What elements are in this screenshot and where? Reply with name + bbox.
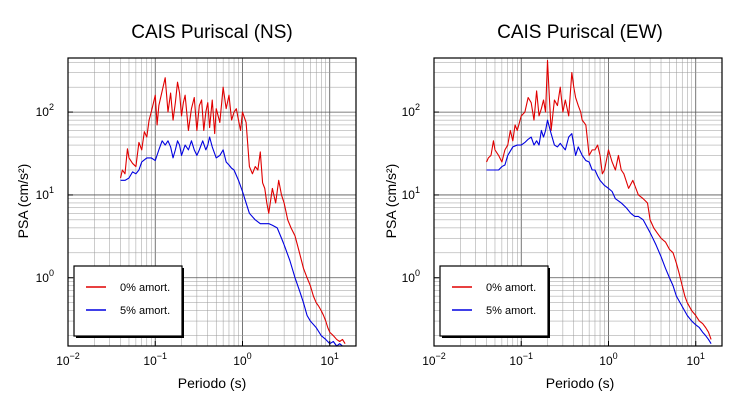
legend: 0% amort. 5% amort. <box>73 265 184 338</box>
series-line <box>120 136 346 347</box>
y-axis-label: PSA (cm/s²) <box>383 164 399 239</box>
legend-label: 5% amort. <box>120 305 170 317</box>
legend-label: 0% amort. <box>120 282 170 294</box>
x-tick-label: 10−1 <box>509 351 533 368</box>
grid-lines <box>67 58 357 346</box>
legend-label: 0% amort. <box>486 282 536 294</box>
y-tick-label: 102 <box>36 102 54 119</box>
x-tick-label: 101 <box>687 351 705 368</box>
y-axis-label: PSA (cm/s²) <box>15 164 31 239</box>
y-tick-label: 101 <box>36 185 54 202</box>
x-axis-label: Periodo (s) <box>546 375 614 391</box>
x-tick-label: 10−1 <box>143 351 167 368</box>
series-line <box>486 119 712 344</box>
series-line <box>119 77 346 344</box>
series-line <box>486 59 712 340</box>
plot-frame <box>67 57 357 347</box>
y-tick-label: 100 <box>36 268 54 285</box>
y-tick-label: 101 <box>402 185 420 202</box>
x-tick-label: 10−2 <box>56 351 80 368</box>
chart-panel-ew: CAIS Puriscal (EW) Periodo (s) PSA (cm/s… <box>383 22 723 391</box>
x-tick-label: 101 <box>321 351 339 368</box>
legend-label: 5% amort. <box>486 305 536 317</box>
legend: 0% amort. 5% amort. <box>439 265 550 338</box>
y-tick-label: 100 <box>402 268 420 285</box>
plot-frame <box>433 57 723 347</box>
x-tick-label: 10−2 <box>422 351 446 368</box>
series-layer <box>486 59 712 344</box>
chart-title: CAIS Puriscal (EW) <box>497 22 663 43</box>
legend-box <box>439 265 549 337</box>
chart-panel-ns: CAIS Puriscal (NS) Periodo (s) PSA (cm/s… <box>15 22 357 391</box>
x-tick-label: 100 <box>233 351 251 368</box>
legend-box <box>73 265 183 337</box>
y-tick-label: 102 <box>402 102 420 119</box>
series-layer <box>119 77 346 347</box>
chart-title: CAIS Puriscal (NS) <box>131 22 293 43</box>
x-axis-label: Periodo (s) <box>178 375 246 391</box>
x-tick-label: 100 <box>599 351 617 368</box>
